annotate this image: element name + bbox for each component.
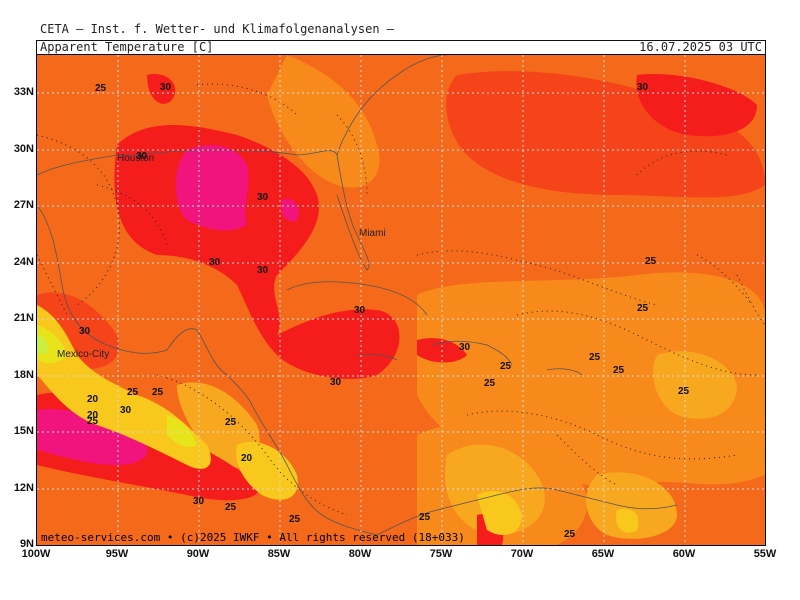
lon-label: 90W [186,548,210,560]
contour-label: 30 [120,405,132,416]
contour-label: 30 [136,151,148,162]
subtitle-bar [36,40,766,55]
contour-label: 20 [87,410,99,421]
contour-label: 25 [645,256,657,267]
contour-labels: 25 30 30 30 30 30 30 30 30 30 30 30 30 2… [79,82,690,540]
contour-label: 25 [95,83,107,94]
shading-15-18 [37,325,197,447]
contour-label: 30 [354,305,366,316]
contour-label: 25 [564,529,576,540]
map-frame: Houston Miami Mexico-City 25 30 30 30 30… [36,54,766,546]
lon-label: 85W [267,548,291,560]
contour-label: 25 [225,502,237,513]
lon-label: 65W [591,548,615,560]
shading-below-15 [37,335,48,354]
lat-label: 30N [13,143,34,155]
variable-title: Apparent Temperature [C] [40,40,214,54]
contour-label: 30 [637,82,649,93]
contour-label: 25 [127,387,139,398]
lon-label: 95W [105,548,129,560]
lon-label: 70W [510,548,534,560]
contour-label: 30 [209,257,221,268]
contour-label: 30 [193,496,205,507]
valid-time: 16.07.2025 03 UTC [639,40,762,54]
contour-label: 30 [257,192,269,203]
lat-label: 18N [13,369,34,381]
institution-title: CETA – Inst. f. Wetter- und Klimafolgena… [40,22,395,36]
contour-label: 20 [87,394,99,405]
contour-label: 25 [678,386,690,397]
contour-label: 30 [330,377,342,388]
contour-label: 25 [500,361,512,372]
contour-label: 30 [459,342,471,353]
lat-label: 33N [13,86,34,98]
lon-label: 75W [429,548,453,560]
shading-35-plus [37,145,299,465]
contour-label: 30 [79,326,91,337]
contour-label: 25 [419,512,431,523]
lat-label: 12N [13,482,34,494]
contour-label: 25 [637,303,649,314]
contour-label: 25 [589,352,601,363]
lon-label: 60W [672,548,696,560]
contour-label: 30 [160,82,172,93]
contour-label: 25 [225,417,237,428]
copyright-footer: meteo-services.com • (c)2025 IWKF • All … [41,531,465,544]
lat-label: 27N [13,199,34,211]
contour-label: 25 [289,514,301,525]
city-miami: Miami [359,228,386,239]
map-canvas: Houston Miami Mexico-City 25 30 30 30 30… [37,55,765,545]
contour-label: 25 [484,378,496,389]
city-labels: Houston Miami Mexico-City [57,153,386,360]
contour-label: 25 [613,365,625,376]
lat-label: 9N [19,538,34,550]
graticule [37,55,765,545]
contour-lines [37,83,765,516]
lat-label: 21N [13,312,34,324]
lon-label: 55W [753,548,777,560]
city-houston: Houston [117,153,154,164]
lon-label: 100W [21,548,51,560]
lon-label: 80W [348,548,372,560]
contour-label: 25 [152,387,164,398]
city-mexico-city: Mexico-City [57,349,109,360]
lat-label: 15N [13,425,34,437]
contour-label: 30 [257,265,269,276]
contour-label: 20 [241,453,253,464]
lat-label: 24N [13,256,34,268]
contour-label: 25 [87,416,99,427]
